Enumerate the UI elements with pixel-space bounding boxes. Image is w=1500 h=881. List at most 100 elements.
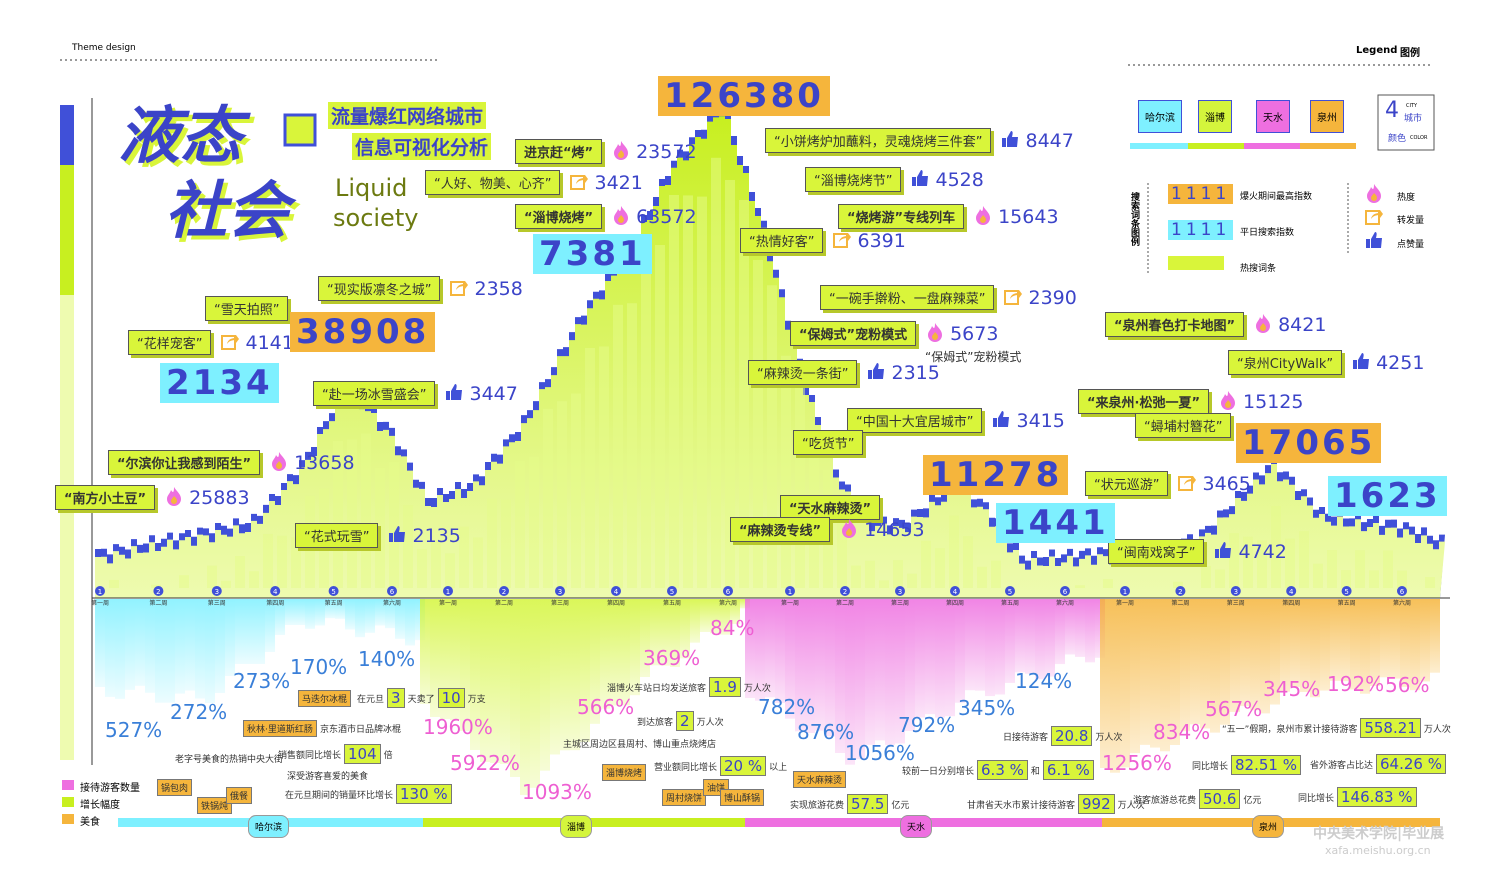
week-label: 第三周 [208, 599, 226, 607]
legend-color [1188, 143, 1244, 149]
stat-line: 在元旦 3 天卖了 10 万支 [357, 688, 486, 708]
legend-label: Legend [1356, 45, 1398, 56]
stat-value: 2 [676, 711, 694, 731]
stat-value: 82.51 % [1231, 755, 1301, 775]
side-bar [60, 165, 74, 295]
week-label: 第五周 [325, 599, 343, 607]
growth-value: 272% [170, 700, 228, 724]
title-icon [283, 113, 317, 147]
growth-area [295, 599, 305, 625]
subtitle: 信息可视化分析 [352, 133, 492, 160]
stat-line: 营业额同比增长 20 % 以上 [654, 756, 787, 776]
week-number: 4 [273, 588, 278, 596]
week-dot [1005, 586, 1015, 596]
mountain-texture [683, 195, 693, 588]
legend-city: 哈尔滨 [1138, 100, 1182, 133]
growth-area [710, 599, 720, 634]
growth-area [1380, 599, 1390, 678]
tag-value: 13658 [294, 451, 355, 474]
stat-text: 销售额同比增长 [278, 750, 342, 761]
week-number: 5 [1344, 588, 1348, 596]
mountain-texture [473, 537, 483, 588]
tag-label: “现实版凛冬之城” [318, 276, 441, 301]
growth-value: 566% [577, 695, 635, 719]
stat-text: 实现旅游花费 [790, 800, 845, 811]
growth-area [1025, 599, 1035, 674]
week-dot [611, 586, 621, 596]
growth-value: 792% [898, 713, 956, 737]
food-tag: 秋林·里道斯红肠 [243, 720, 317, 737]
legend-item: 增长幅度 [80, 800, 120, 811]
growth-area [115, 599, 125, 699]
growth-area [105, 599, 115, 697]
week-number: 4 [614, 588, 619, 596]
week-number: 4 [1289, 588, 1294, 596]
tag-label: “闽南戏窝子” [1108, 539, 1205, 564]
stat-line: 淄博火车站日均发送旅客 1.9 万人次 [607, 677, 771, 697]
growth-value: 1256% [1102, 751, 1172, 775]
growth-value: 273% [233, 669, 291, 693]
growth-value: 876% [797, 720, 855, 744]
stat-text: 以上 [769, 762, 788, 773]
stat-value: 64.26 % [1376, 754, 1446, 774]
growth-area [1300, 599, 1310, 692]
peak-value: 7381 [533, 234, 652, 274]
week-number: 6 [726, 588, 731, 596]
growth-value: 170% [290, 655, 348, 679]
mountain-texture [501, 499, 511, 588]
growth-area [430, 599, 440, 717]
stat-value: 146.83 % [1337, 787, 1417, 807]
food-tag: 铁锅炖 [197, 797, 233, 814]
growth-area [1210, 599, 1220, 733]
growth-area [1430, 599, 1440, 673]
mountain-texture [543, 408, 553, 588]
week-number: 5 [1008, 588, 1012, 596]
week-label: 第六周 [1056, 599, 1074, 607]
legend-swatch [62, 814, 74, 824]
legend-side: 搜索词条图例 [1129, 192, 1139, 246]
week-dot [443, 586, 453, 596]
mountain-texture [249, 571, 259, 588]
growth-area [660, 599, 670, 666]
growth-area [1320, 599, 1330, 691]
legend-text: 城市 [1404, 114, 1423, 124]
hot-tag: “烧烤游”专线列车 15643 [838, 204, 1059, 229]
hot-tag: “一碗手擀粉、一盘麻辣菜” 2390 [820, 285, 1077, 310]
growth-area [1240, 599, 1250, 707]
legend-text: COLOR [1410, 135, 1428, 141]
stat-line: 游客旅游总花费 50.6 亿元 [1133, 789, 1261, 809]
growth-area [975, 599, 985, 691]
growth-area [745, 599, 755, 698]
mountain-texture [277, 535, 287, 588]
tag-value: 3447 [469, 382, 518, 405]
week-dot [1175, 586, 1186, 596]
growth-area [395, 599, 405, 639]
week-label: 第二周 [495, 599, 513, 607]
growth-area [205, 599, 215, 703]
icon-fire [974, 205, 992, 229]
mountain-texture [641, 255, 651, 588]
tag-value: 4742 [1238, 540, 1287, 563]
growth-area [375, 599, 385, 626]
growth-area [1045, 599, 1055, 677]
tag-label: “吃货节” [793, 430, 864, 455]
hot-tag: “中国十大宜居城市” 3415 [847, 408, 1065, 433]
growth-area [700, 599, 710, 632]
growth-area [1120, 599, 1130, 768]
growth-area [865, 599, 875, 745]
stat-line: 同比增长 146.83 % [1298, 787, 1417, 807]
growth-area [275, 599, 285, 635]
stat-line: 马迭尔冰棍 [298, 690, 352, 707]
growth-area [855, 599, 865, 760]
tag-label: “小饼烤炉加蘸料，灵魂烧烤三件套” [765, 128, 992, 153]
growth-area [1290, 599, 1300, 687]
week-number: 3 [1234, 588, 1238, 596]
hot-tag: “吃货节” [793, 430, 864, 455]
stat-text: 和 [1030, 766, 1040, 777]
stat-line: 天水麻辣烫 [793, 771, 847, 788]
growth-area [1410, 599, 1420, 691]
mountain-texture [403, 505, 413, 588]
growth-area [775, 599, 785, 703]
stat-line: 俄餐 [226, 787, 253, 804]
